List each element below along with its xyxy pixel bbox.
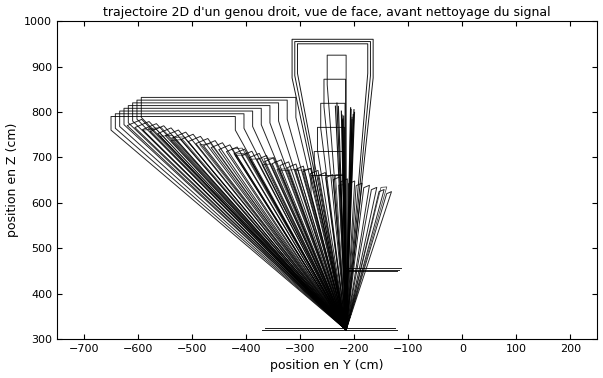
X-axis label: position en Y (cm): position en Y (cm) <box>271 359 384 372</box>
Y-axis label: position en Z (cm): position en Z (cm) <box>5 123 19 237</box>
Title: trajectoire 2D d'un genou droit, vue de face, avant nettoyage du signal: trajectoire 2D d'un genou droit, vue de … <box>103 6 551 19</box>
